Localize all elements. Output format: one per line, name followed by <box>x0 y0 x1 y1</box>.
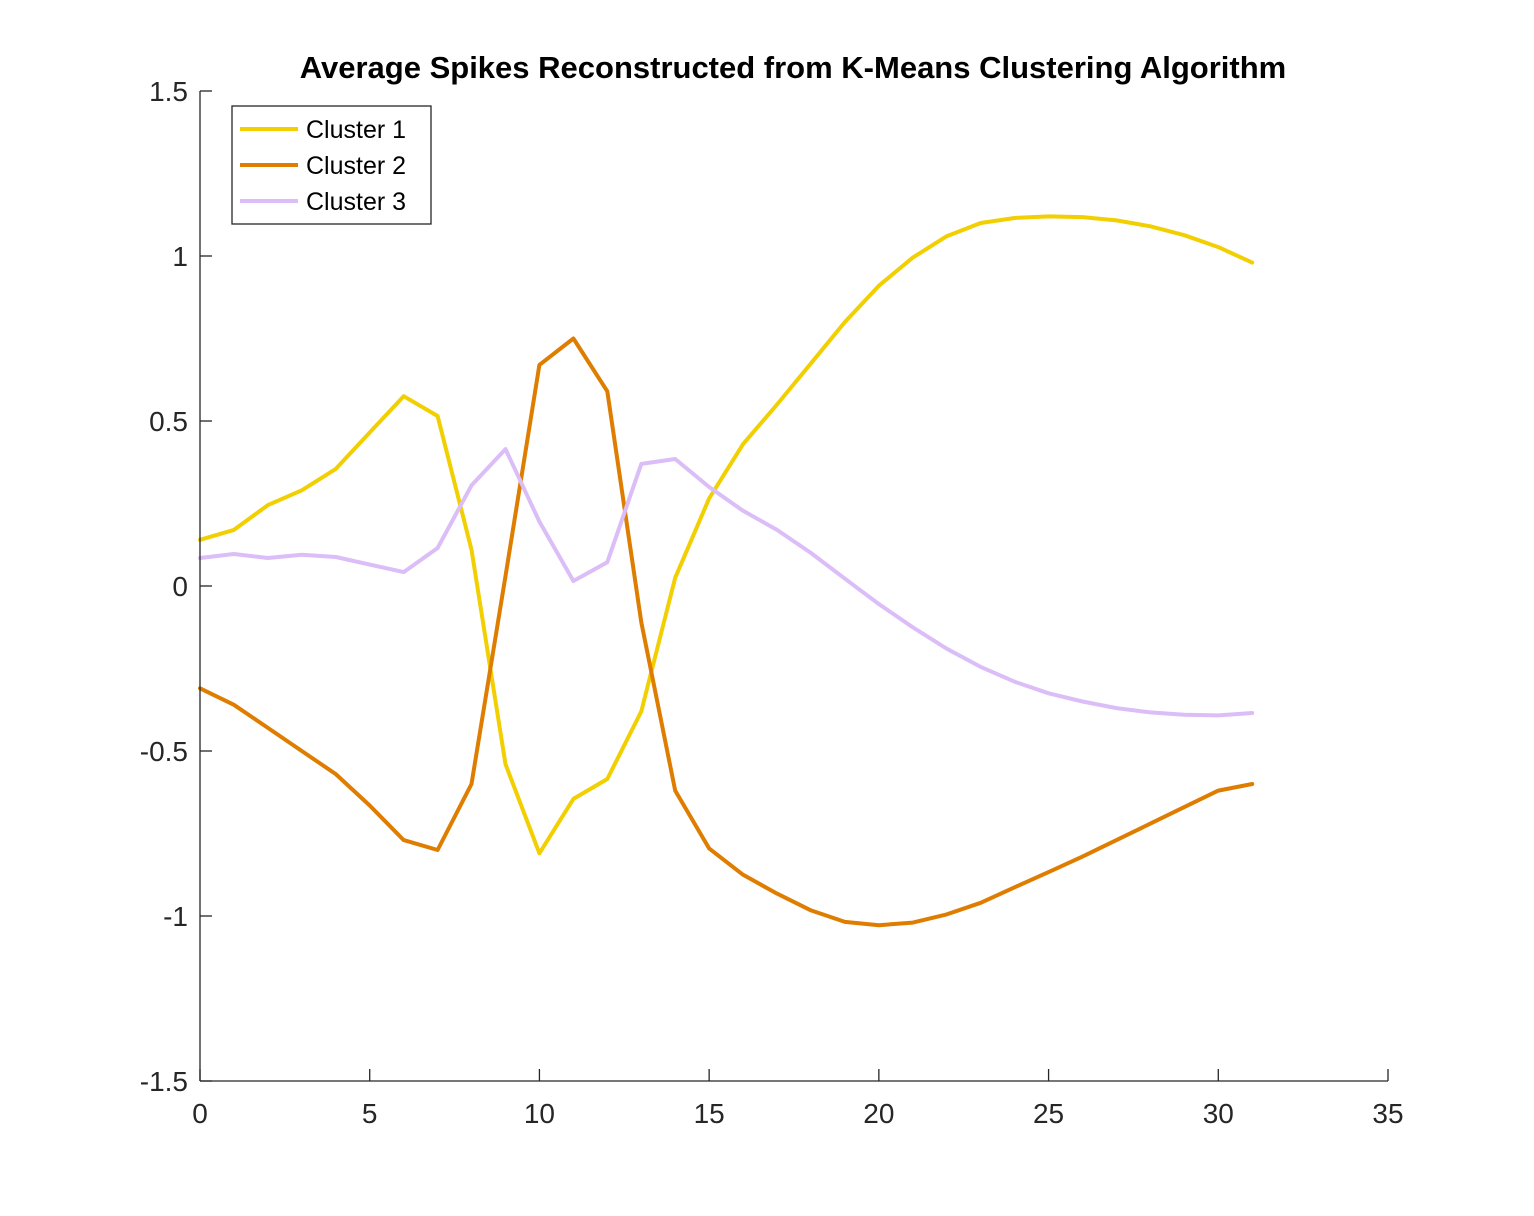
series-line-cluster-1 <box>198 214 1255 856</box>
series-line-cluster-3 <box>198 447 1255 718</box>
x-tick-label: 5 <box>362 1098 378 1129</box>
chart-title: Average Spikes Reconstructed from K-Mean… <box>300 50 1286 85</box>
x-tick-label: 35 <box>1372 1098 1403 1129</box>
y-tick-label: 1 <box>172 241 188 272</box>
series-layer <box>198 214 1255 928</box>
x-tick-label: 30 <box>1203 1098 1234 1129</box>
x-tick-label: 0 <box>192 1098 208 1129</box>
y-tick-label: 0.5 <box>149 406 188 437</box>
legend-label-cluster-3: Cluster 3 <box>306 188 406 216</box>
legend: Cluster 1 Cluster 2 Cluster 3 <box>231 105 432 225</box>
x-tick-label: 25 <box>1033 1098 1064 1129</box>
x-tick-label: 20 <box>863 1098 894 1129</box>
y-tick-label: -1 <box>163 901 188 932</box>
x-tick-label: 10 <box>524 1098 555 1129</box>
y-tick-label: -0.5 <box>140 736 188 767</box>
x-tick-label: 15 <box>694 1098 725 1129</box>
axes-layer: 0 5 10 15 20 25 30 35 -1.5 -1 -0.5 0 0.5 1 1.5 <box>140 76 1404 1129</box>
y-tick-label: 1.5 <box>149 76 188 107</box>
legend-label-cluster-1: Cluster 1 <box>306 116 406 144</box>
legend-label-cluster-2: Cluster 2 <box>306 152 406 180</box>
y-tick-label: 0 <box>172 571 188 602</box>
series-line-cluster-2 <box>198 336 1255 928</box>
y-tick-label: -1.5 <box>140 1066 188 1097</box>
